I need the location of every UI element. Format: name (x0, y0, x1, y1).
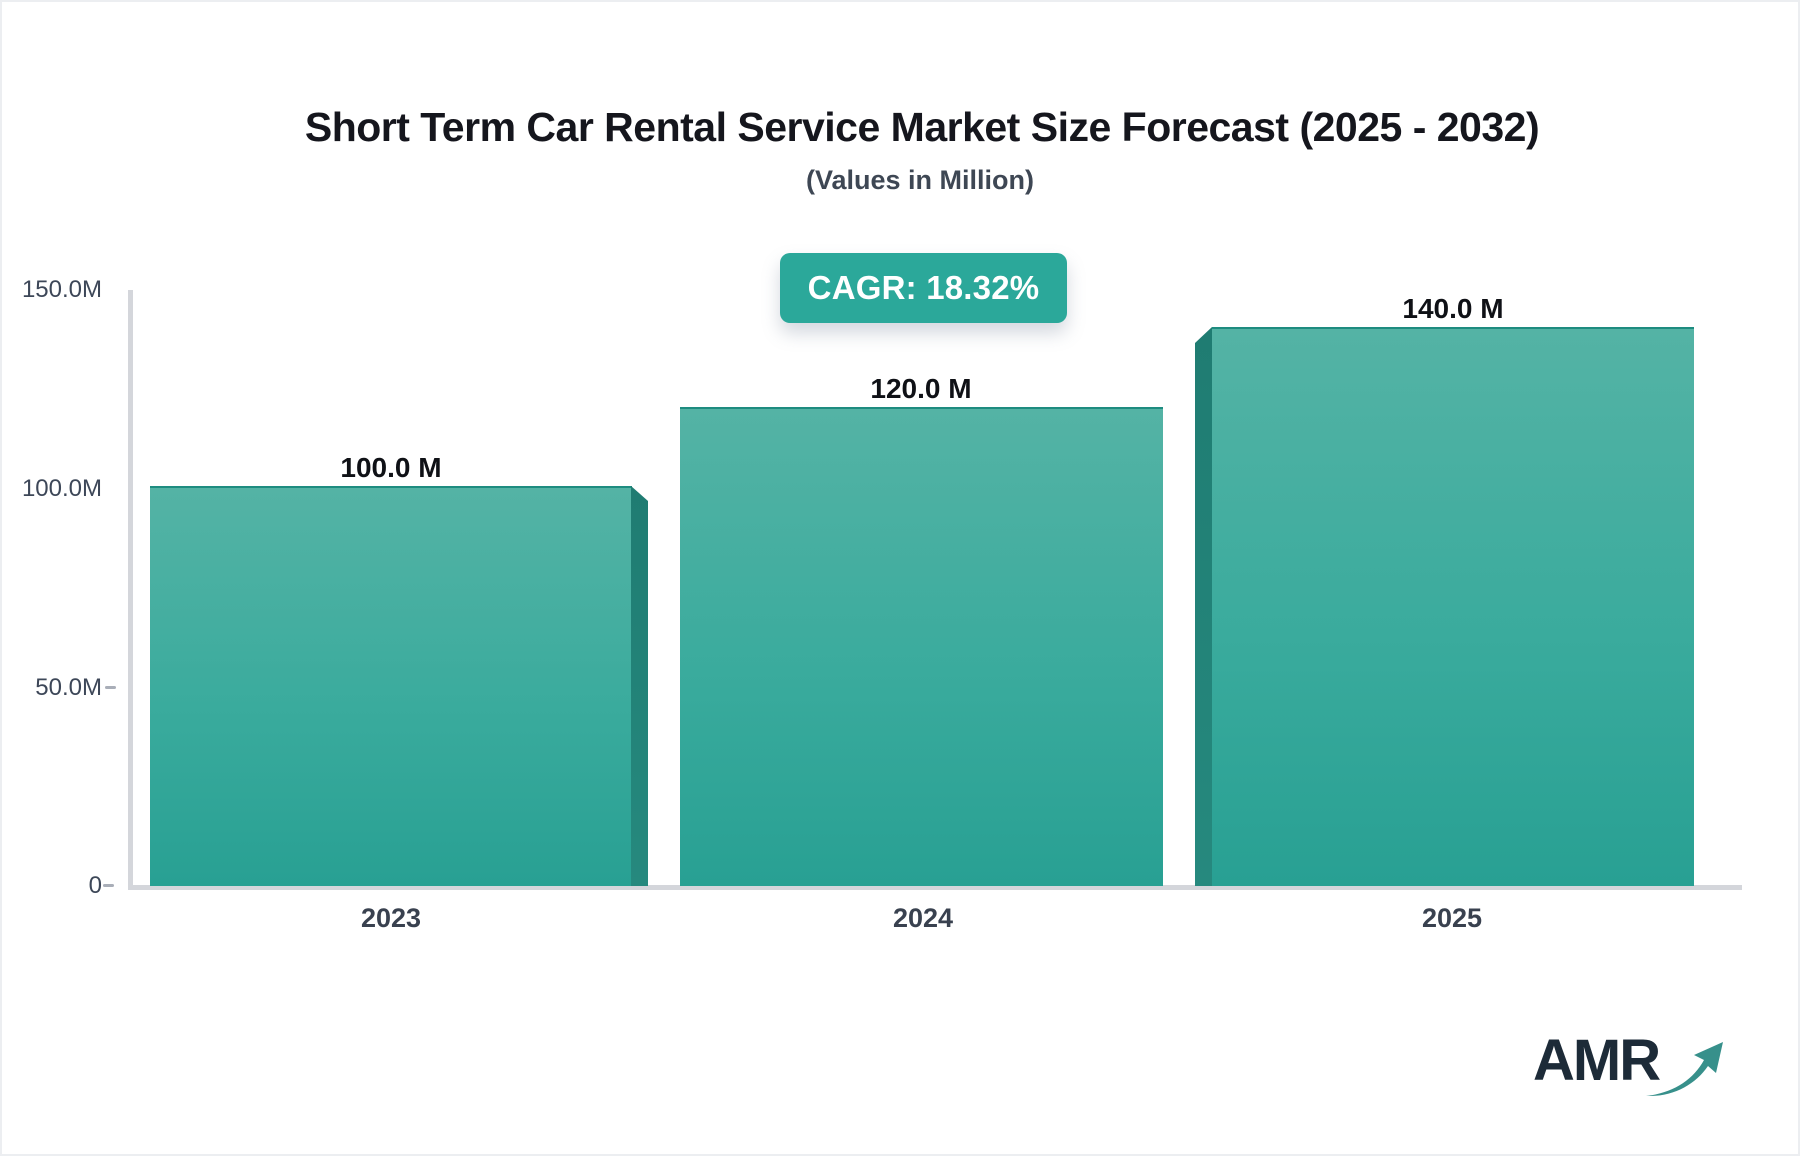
growth-arrow-icon (1646, 1042, 1724, 1097)
bar-2025[interactable] (1212, 327, 1694, 886)
cagr-badge-label: CAGR: 18.32% (807, 269, 1040, 306)
bar-2024[interactable] (680, 407, 1163, 886)
chart-title: Short Term Car Rental Service Market Siz… (304, 104, 1540, 150)
amr-logo: AMR (1533, 1032, 1727, 1100)
y-tick-label-50: 50.0M (35, 674, 102, 701)
bar-2023-side-face (631, 486, 648, 886)
bar-value-label-2025: 140.0 M (1402, 293, 1504, 324)
y-tick-label-100: 100.0M (21, 475, 102, 502)
x-tick-label-2025: 2025 (1421, 903, 1483, 933)
cagr-badge: CAGR: 18.32% (780, 253, 1067, 323)
bar-2025-side-face (1195, 327, 1212, 886)
y-tick-label-150: 150.0M (21, 276, 102, 303)
y-tick-mark-50 (105, 686, 116, 689)
x-tick-label-2023: 2023 (360, 903, 422, 933)
chart-subtitle: (Values in Million) (805, 165, 1035, 195)
amr-logo-text: AMR (1533, 1028, 1661, 1093)
bar-value-label-2024: 120.0 M (870, 373, 972, 404)
y-tick-mark-0 (103, 884, 114, 887)
x-axis-baseline (128, 885, 1742, 890)
bar-2023[interactable] (150, 486, 632, 886)
x-tick-label-2024: 2024 (892, 903, 954, 933)
bar-value-label-2023: 100.0 M (340, 452, 442, 483)
y-axis-line (128, 290, 133, 890)
y-tick-label-0: 0 (88, 872, 102, 899)
